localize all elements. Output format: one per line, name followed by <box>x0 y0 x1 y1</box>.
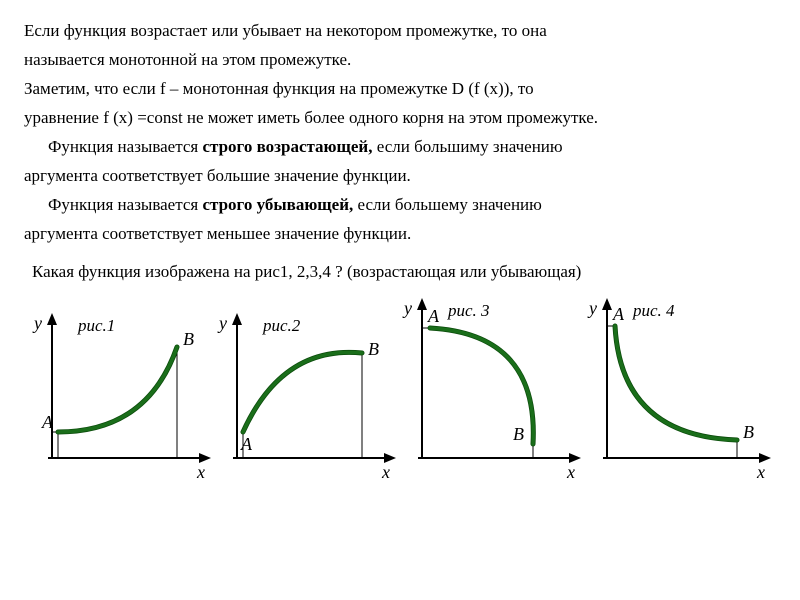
chart-4: y x рис. 4 A B <box>583 296 773 486</box>
page: Если функция возрастает или убывает на н… <box>0 0 800 486</box>
svg-text:рис.1: рис.1 <box>77 316 115 335</box>
svg-text:B: B <box>513 424 524 444</box>
para-3-bold: строго возрастающей, <box>202 137 372 156</box>
para-1-line1: Если функция возрастает или убывает на н… <box>24 20 776 43</box>
svg-text:x: x <box>196 462 205 482</box>
svg-text:y: y <box>217 313 227 333</box>
para-3-pre: Функция называется <box>48 137 202 156</box>
para-2-line2: уравнение f (x) =const не может иметь бо… <box>24 107 776 130</box>
svg-text:рис.2: рис.2 <box>262 316 301 335</box>
para-3-line1: Функция называется строго возрастающей, … <box>24 136 776 159</box>
charts-row: y x рис.1 A B y x рис.2 A B y x рис. 3 A B y x рис. 4 A… <box>24 290 776 486</box>
svg-text:B: B <box>183 329 194 349</box>
para-3-post: если большиму значению <box>377 137 563 156</box>
para-4-line2: аргумента соответствует меньшее значение… <box>24 223 776 246</box>
svg-text:A: A <box>612 304 625 324</box>
svg-text:y: y <box>587 298 597 318</box>
svg-text:y: y <box>402 298 412 318</box>
svg-text:x: x <box>381 462 390 482</box>
svg-text:рис. 4: рис. 4 <box>632 301 675 320</box>
svg-text:A: A <box>240 434 253 454</box>
para-3-line2: аргумента соответствует большие значение… <box>24 165 776 188</box>
svg-text:A: A <box>41 412 54 432</box>
para-4-post: если большему значению <box>358 195 542 214</box>
chart-2: y x рис.2 A B <box>213 311 398 486</box>
svg-text:B: B <box>368 339 379 359</box>
para-4-bold: строго убывающей, <box>202 195 357 214</box>
para-4-pre: Функция называется <box>48 195 202 214</box>
svg-text:A: A <box>427 306 440 326</box>
svg-text:y: y <box>32 313 42 333</box>
para-4-line1: Функция называется строго убывающей, есл… <box>24 194 776 217</box>
svg-text:x: x <box>566 462 575 482</box>
svg-text:x: x <box>756 462 765 482</box>
para-2-line1: Заметим, что если f – монотонная функция… <box>24 78 776 101</box>
chart-1: y x рис.1 A B <box>28 311 213 486</box>
question-text: Какая функция изображена на рис1, 2,3,4 … <box>32 262 776 282</box>
svg-text:B: B <box>743 422 754 442</box>
svg-text:рис. 3: рис. 3 <box>447 301 490 320</box>
para-1-line2: называется монотонной на этом промежутке… <box>24 49 776 72</box>
chart-3: y x рис. 3 A B <box>398 296 583 486</box>
